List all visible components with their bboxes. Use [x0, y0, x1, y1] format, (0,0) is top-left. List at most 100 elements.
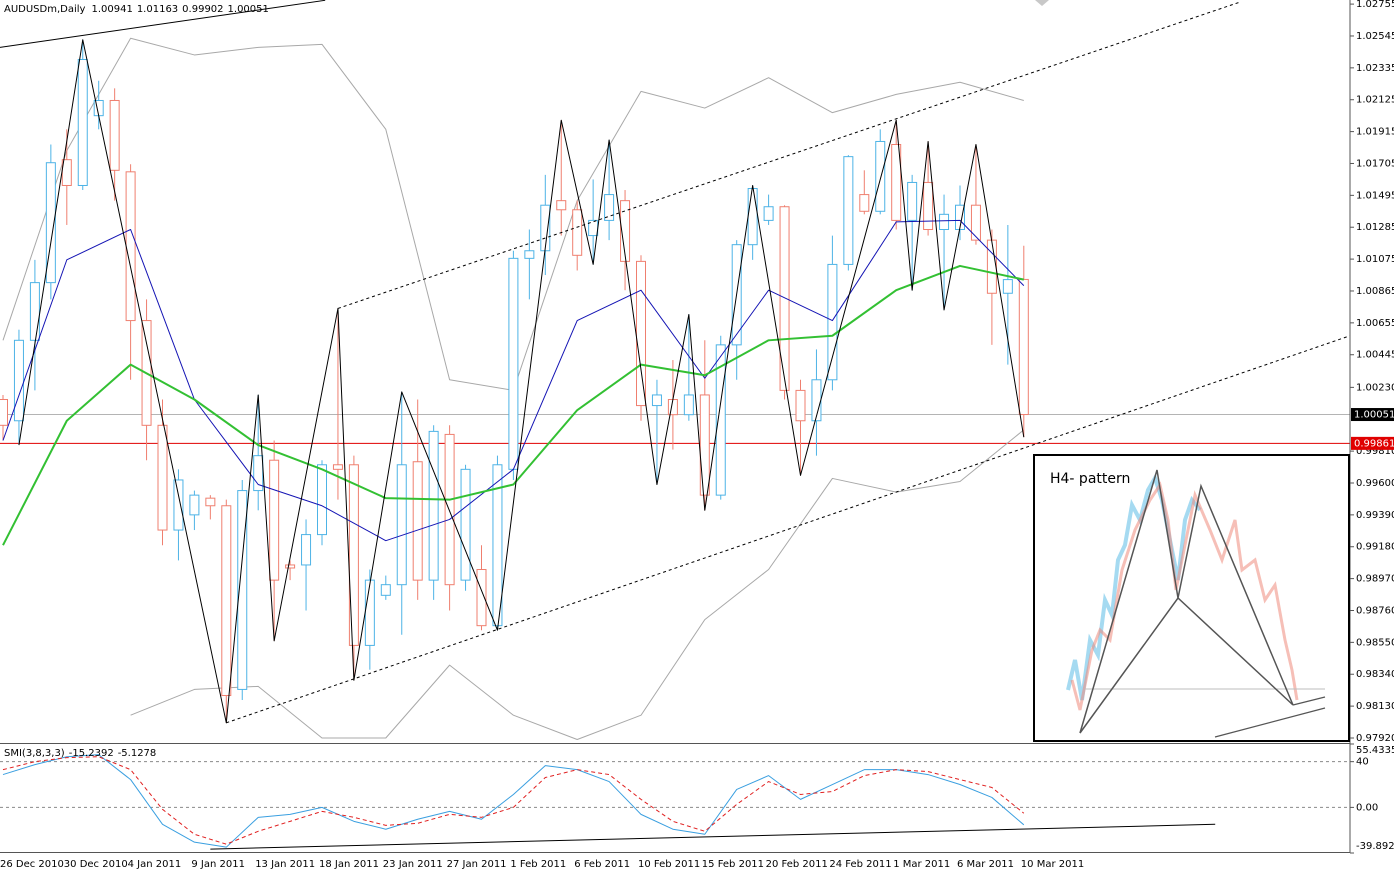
x-tick-label: 10 Feb 2011 [638, 859, 700, 870]
x-tick-label: 26 Dec 2010 [0, 859, 64, 870]
x-tick-label: 15 Feb 2011 [702, 859, 764, 870]
x-tick-label: 27 Jan 2011 [447, 859, 507, 870]
candle-body [476, 569, 487, 627]
trendline [337, 1, 1241, 309]
x-tick-label: 6 Mar 2011 [957, 859, 1014, 870]
x-tick-label: 23 Jan 2011 [383, 859, 443, 870]
signal-last: -5.1278 [118, 748, 157, 759]
y-tick-label: 0.99390 [1356, 510, 1394, 521]
y-tick-label: 1.00445 [1356, 350, 1394, 361]
y-tick-label: 0.99600 [1356, 478, 1394, 489]
candle-body [970, 204, 981, 241]
x-tick-label: 20 Feb 2011 [766, 859, 828, 870]
chart-header: AUDUSDm,Daily 1.00941 1.01163 0.99902 1.0005… [4, 4, 269, 15]
candle-body [986, 239, 997, 294]
indicator-panel [0, 754, 1350, 850]
x-tick-label: 1 Mar 2011 [893, 859, 950, 870]
candle-body [891, 144, 902, 221]
candle-body [77, 59, 88, 186]
x-tick-label: 30 Dec 2010 [64, 859, 128, 870]
y-tick-label: 0.97920 [1356, 733, 1394, 744]
price-label-box [1351, 408, 1394, 422]
y-tick-label: 1.00865 [1356, 286, 1394, 297]
last-high: 1.01163 [137, 4, 178, 15]
candle-body [380, 584, 391, 596]
candle-body [875, 140, 886, 212]
y-tick-label: 0.00 [1356, 802, 1378, 813]
candle-body [556, 200, 567, 211]
candle-body [205, 497, 216, 507]
candle-body [604, 194, 615, 221]
candle-body [715, 344, 726, 496]
y-tick-label: 0.99180 [1356, 542, 1394, 553]
candle-body [125, 171, 136, 322]
y-tick-label: 1.00230 [1356, 382, 1394, 393]
candle-body [763, 206, 774, 221]
candle-body [795, 389, 806, 422]
candle-body [412, 461, 423, 581]
y-tick-label: 0.99810 [1356, 446, 1394, 457]
indicator-header: SMI(3,8,3,3) -15.2392 -5.1278 [4, 748, 156, 759]
inset: H4- pattern [1033, 454, 1350, 742]
candle-body [939, 213, 950, 231]
candle-body [0, 399, 8, 426]
inset-trendline [1214, 707, 1326, 738]
candle-body [651, 394, 662, 407]
line-series [2, 264, 1025, 546]
x-tick-label: 10 Mar 2011 [1021, 859, 1084, 870]
trendline [226, 335, 1350, 724]
y-tick-label: 40 [1356, 757, 1369, 768]
line-series [130, 429, 1025, 741]
inset-down-candles [1070, 481, 1299, 711]
candle-body [301, 534, 312, 566]
y-tick-label: 1.01075 [1356, 254, 1394, 265]
x-tick-label: 18 Jan 2011 [319, 859, 379, 870]
candle-body [428, 430, 439, 581]
candle-body [859, 194, 870, 212]
y-tick-label: 1.01285 [1356, 222, 1394, 233]
last-open: 1.00941 [91, 4, 132, 15]
y-tick-label: 1.02335 [1356, 63, 1394, 74]
shift-marker [1035, 0, 1049, 6]
x-tick-label: 9 Jan 2011 [191, 859, 245, 870]
indicator-title: SMI(3,8,3,3) [4, 748, 65, 759]
y-tick-label: -39.892 [1356, 841, 1394, 852]
candle-body [1018, 278, 1029, 416]
x-tick-label: 4 Jan 2011 [128, 859, 182, 870]
candle-body [572, 209, 583, 256]
y-tick-label: 1.02755 [1356, 0, 1394, 10]
y-tick-label: 0.98130 [1356, 701, 1394, 712]
symbol-title: AUDUSDm,Daily [4, 4, 86, 15]
candle-body [460, 468, 471, 581]
last-low: 0.99902 [182, 4, 223, 15]
candle-body [285, 564, 296, 569]
price-label-box [1351, 436, 1394, 450]
candle-body [173, 479, 184, 531]
y-tick-label: 0.98550 [1356, 637, 1394, 648]
x-tick-label: 13 Jan 2011 [255, 859, 315, 870]
candle-body [827, 263, 838, 381]
price-panel [0, 0, 1350, 741]
candle-body [508, 257, 519, 470]
candle-body [109, 99, 120, 171]
candle-body [620, 200, 631, 262]
line-series [2, 756, 1025, 845]
candle-body [683, 394, 694, 416]
line-series [2, 754, 1025, 848]
candle-body [237, 490, 248, 690]
candle-body [923, 181, 934, 231]
line-series [18, 39, 1025, 724]
y-tick-label: 1.00655 [1356, 318, 1394, 329]
candle-body [13, 339, 24, 422]
x-tick-label: 24 Feb 2011 [829, 859, 891, 870]
trendline [0, 0, 326, 48]
y-tick-label: 0.98760 [1356, 605, 1394, 616]
candle-body [332, 464, 343, 470]
candle-body [699, 394, 710, 496]
inset-trendline [1292, 696, 1326, 706]
y-tick-label: 0.98970 [1356, 574, 1394, 585]
candle-body [253, 455, 264, 492]
candle-body [444, 433, 455, 586]
